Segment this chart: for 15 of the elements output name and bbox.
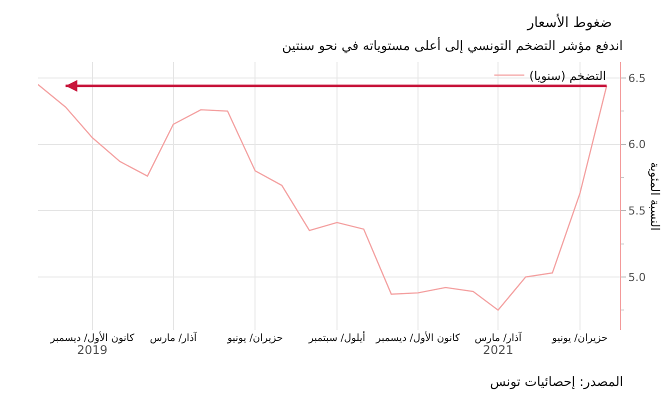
x-tick-label: حزيران/ يونيو — [226, 333, 283, 344]
x-tick-label: أيلول/ سبتمبر — [308, 331, 366, 344]
text: المصدر: إحصائيات تونس — [490, 375, 624, 390]
y-axis-title: النسبة المئوية — [648, 162, 662, 231]
legend-label: التضخم (سنويا) — [529, 68, 606, 83]
x-tick-label: آذار/ مارس — [150, 331, 198, 344]
x-tick-label: حزيران/ يونيو — [551, 333, 608, 344]
y-tick-label: 6.5 — [628, 72, 646, 85]
y-tick-label: 5.5 — [628, 204, 646, 218]
y-tick-label: 5.0 — [628, 270, 646, 284]
y-tick-label: 6.0 — [628, 138, 646, 152]
chart-title: ضغوط الأسعار — [526, 12, 612, 31]
chart-subtitle: اندفع مؤشر التضخم التونسي إلى أعلى مستوياته في نحو سنتين — [282, 37, 623, 54]
x-tick-label: كانون الأول/ ديسمبر — [375, 331, 460, 344]
line-series — [38, 84, 608, 311]
